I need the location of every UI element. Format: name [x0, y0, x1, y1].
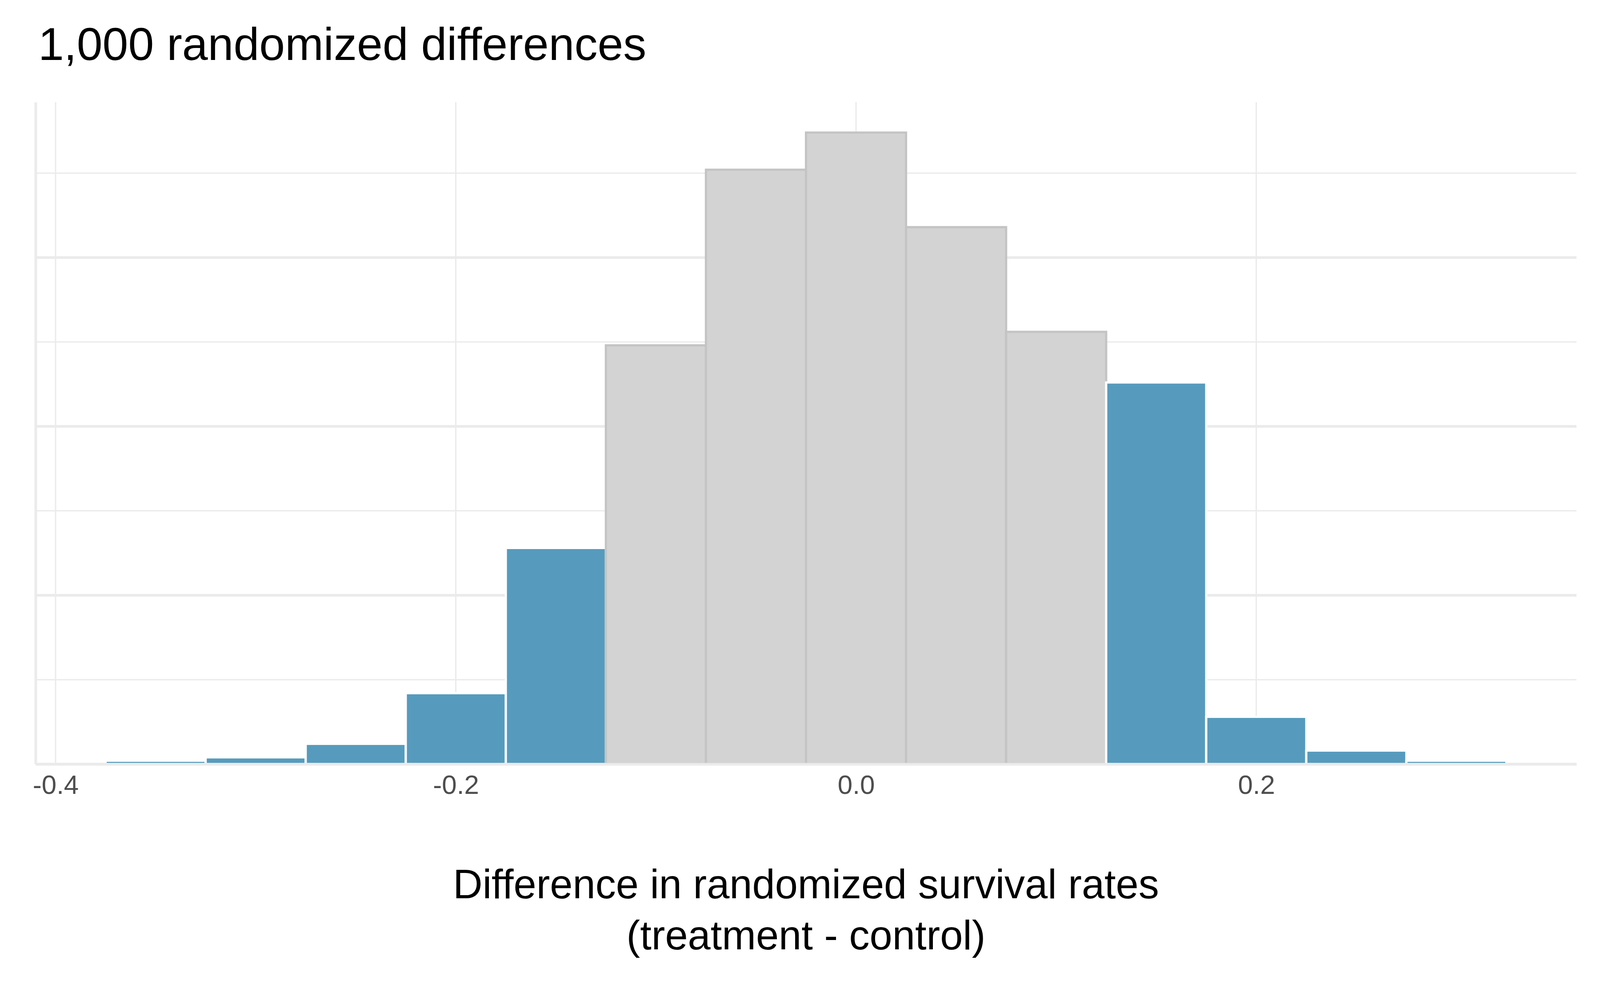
histogram-bar — [1106, 382, 1207, 765]
histogram-bar — [1306, 751, 1407, 765]
bars — [105, 132, 1507, 765]
y-axis-line — [34, 102, 38, 765]
x-grid-line — [55, 102, 57, 765]
x-axis: -0.4 -0.2 0.0 0.2 — [32, 764, 1577, 800]
histogram-bar — [1006, 332, 1107, 765]
histogram-bar — [1206, 717, 1307, 765]
x-tick: 0.0 — [837, 764, 875, 800]
chart: -0.4 -0.2 0.0 0.2 1,000 randomized differenc… — [0, 0, 1600, 988]
histogram-bar — [605, 345, 706, 765]
y-grid-line — [35, 763, 1577, 766]
grid — [35, 102, 1577, 765]
plot: -0.4 -0.2 0.0 0.2 — [32, 102, 1577, 800]
histogram-bar — [806, 132, 907, 765]
y-axis — [35, 102, 37, 765]
histogram-bar — [705, 169, 806, 765]
histogram-bar — [305, 744, 406, 765]
histogram-bar — [405, 693, 506, 765]
x-grid-line — [1255, 102, 1257, 765]
x-tick-label: -0.2 — [432, 770, 479, 800]
x-tick: -0.4 — [32, 764, 79, 800]
x-axis-title: Difference in randomized survival rates(… — [452, 861, 1160, 959]
histogram-bar — [505, 548, 606, 765]
histogram-bar — [906, 227, 1007, 765]
x-tick: -0.2 — [432, 764, 479, 800]
x-tick-label: 0.2 — [1237, 770, 1275, 800]
x-tick-label: 0.0 — [837, 770, 875, 800]
x-tick-label: -0.4 — [32, 770, 79, 800]
x-axis-title-line: (treatment - control) — [626, 912, 986, 959]
x-grid-line — [455, 102, 457, 765]
title: 1,000 randomized differences — [38, 18, 647, 70]
x-tick: 0.2 — [1237, 764, 1275, 800]
x-axis-title-line: Difference in randomized survival rates — [452, 861, 1160, 908]
x-axis-line — [36, 763, 1577, 767]
